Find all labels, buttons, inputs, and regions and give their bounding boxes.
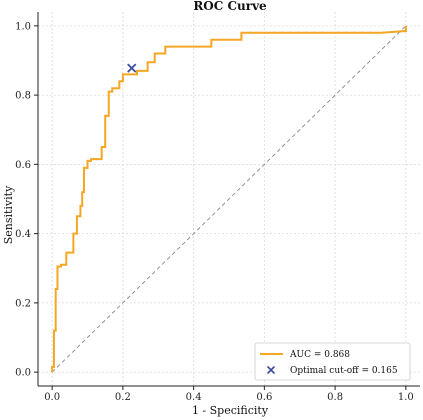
x-tick-label: 0.2 — [115, 392, 131, 403]
y-tick-label: 0.0 — [15, 368, 31, 379]
y-tick-label: 0.2 — [15, 298, 31, 309]
y-axis-label: Sensitivity — [2, 185, 15, 244]
y-tick-label: 0.8 — [15, 91, 31, 102]
chart-title: ROC Curve — [193, 0, 267, 13]
legend-optimal-marker — [266, 365, 276, 375]
y-tick-label: 0.4 — [15, 229, 31, 240]
legend-optimal-label: Optimal cut-off = 0.165 — [290, 366, 398, 376]
reference-diagonal-line — [51, 25, 407, 373]
y-tick-label: 1.0 — [15, 21, 31, 32]
x-tick-label: 0.4 — [186, 392, 202, 403]
tick-labels: 0.0 0.2 0.4 0.6 0.8 1.0 0.0 0.2 0.4 0.6 0.8 1.0 — [15, 21, 414, 403]
axes — [37, 12, 420, 387]
x-axis-label: 1 - Specificity — [192, 404, 269, 417]
x-tick-label: 1.0 — [398, 392, 414, 403]
optimal-cutoff-marker — [127, 63, 137, 73]
x-tick-label: 0.0 — [44, 392, 60, 403]
reference-diagonal-layer — [51, 25, 407, 373]
legend: AUC = 0.868 Optimal cut-off = 0.165 — [254, 342, 411, 381]
x-tick-label: 0.8 — [327, 392, 343, 403]
legend-box — [254, 342, 411, 381]
y-tick-label: 0.6 — [15, 160, 31, 171]
legend-roc-label: AUC = 0.868 — [289, 350, 350, 360]
x-tick-label: 0.6 — [256, 392, 272, 403]
series-layer — [51, 25, 407, 373]
roc-curve-line — [51, 25, 407, 373]
